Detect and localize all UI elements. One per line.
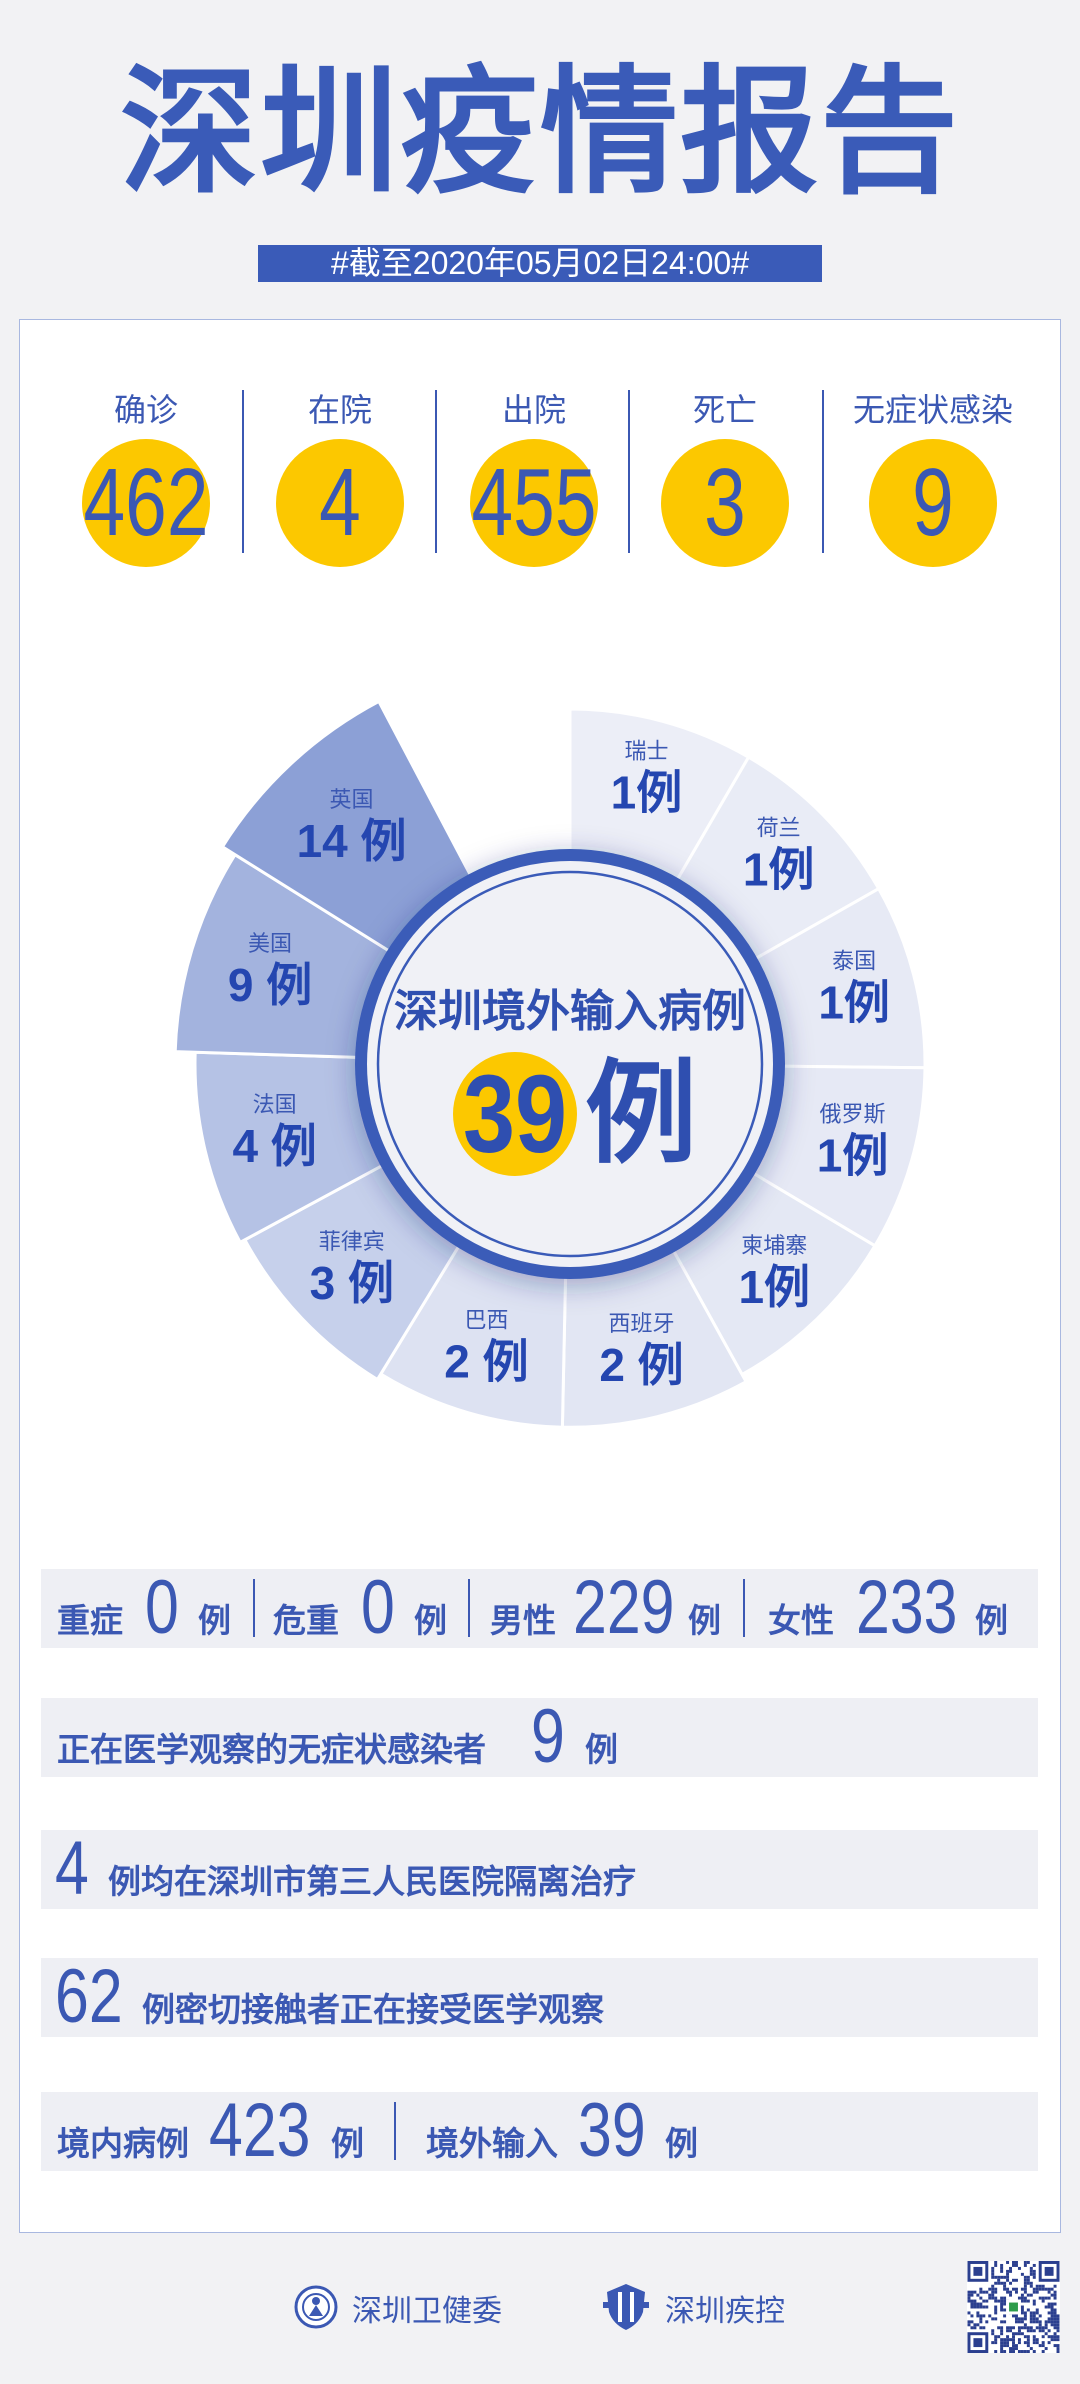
stat-value-asymptomatic: 9: [912, 449, 954, 556]
unit: 例: [198, 1602, 231, 1639]
female-value: 233: [856, 1565, 958, 1650]
stat-label-hospitalized: 在院: [307, 392, 372, 428]
segment-country-label: 瑞士: [624, 739, 668, 764]
date-banner: #截至2020年05月02日24:00#: [258, 245, 822, 282]
health-commission-logo-icon: [294, 2285, 338, 2329]
total-highlight-circle: [453, 1052, 577, 1176]
segment-country-label: 俄罗斯: [820, 1101, 886, 1126]
critical-label: 危重: [273, 1602, 339, 1639]
segment-value-label: 4 例: [232, 1120, 316, 1172]
asymptomatic-row: 正在医学观察的无症状感染者 9 例: [41, 1694, 1038, 1779]
stat-circle: [470, 439, 598, 567]
hospital-row: 4 例均在深圳市第三人民医院隔离治疗: [41, 1826, 1038, 1911]
stat-label-discharged: 出院: [501, 392, 566, 428]
chart-title: 深圳境外输入病例: [394, 987, 746, 1036]
center-disc: [367, 861, 773, 1267]
unit: 例: [975, 1602, 1008, 1639]
segment-country-label: 柬埔寨: [741, 1233, 807, 1258]
severe-label: 重症: [57, 1602, 123, 1639]
stat-circle: [276, 439, 404, 567]
center-inner-ring: [376, 870, 764, 1258]
imported-label: 境外输入: [426, 2125, 558, 2162]
segment-value-label: 1例: [817, 1129, 889, 1181]
close-contacts-text: 例密切接触者正在接受医学观察: [142, 1991, 604, 2028]
divider: [468, 1579, 470, 1637]
chart-total: 39: [463, 1053, 567, 1176]
segment-country-label: 英国: [330, 787, 374, 812]
asymptomatic-label: 正在医学观察的无症状感染者: [57, 1731, 486, 1768]
segment-country-label: 法国: [253, 1092, 297, 1117]
male-value: 229: [573, 1565, 675, 1650]
male-label: 男性: [490, 1602, 556, 1639]
page-title: 深圳疫情报告: [119, 56, 960, 210]
segment-value-label: 2 例: [599, 1339, 683, 1391]
segment-value-label: 3 例: [310, 1257, 394, 1309]
segment-country-label: 泰国: [832, 949, 876, 974]
local-label: 境内病例: [57, 2125, 189, 2162]
stat-label-deaths: 死亡: [692, 392, 757, 428]
segment-value-label: 1例: [743, 844, 815, 896]
local-value: 423: [209, 2088, 311, 2173]
segment-value-label: 1例: [818, 977, 890, 1029]
close-contacts-value: 62: [55, 1954, 123, 2039]
stat-value-hospitalized: 4: [319, 449, 361, 556]
stat-label-asymptomatic: 无症状感染: [852, 392, 1013, 428]
severe-value: 0: [145, 1565, 179, 1650]
footer-org-1: 深圳卫健委: [352, 2295, 502, 2328]
segment-country-label: 菲律宾: [319, 1229, 385, 1254]
unit: 例: [688, 1602, 721, 1639]
divider: [628, 390, 630, 553]
footer-org-2: 深圳疾控: [665, 2295, 785, 2328]
segment-country-label: 西班牙: [608, 1311, 674, 1336]
chart-total-unit: 例: [585, 1051, 697, 1176]
segment-value-label: 2 例: [444, 1336, 528, 1388]
stat-value-discharged: 455: [471, 449, 597, 556]
critical-value: 0: [361, 1565, 395, 1650]
hospital-text: 例均在深圳市第三人民医院隔离治疗: [108, 1863, 636, 1900]
unit: 例: [585, 1731, 618, 1768]
segment-country-label: 荷兰: [757, 816, 801, 841]
stat-circle: [661, 439, 789, 567]
divider: [394, 2102, 396, 2160]
divider: [253, 1579, 255, 1637]
stat-circle: [82, 439, 210, 567]
stat-value-deaths: 3: [704, 449, 746, 556]
hospital-value: 4: [55, 1826, 89, 1911]
segment-value-label: 9 例: [228, 959, 312, 1011]
local-imported-row: 境内病例 423 例 境外输入 39 例: [41, 2088, 1038, 2173]
imported-value: 39: [578, 2088, 646, 2173]
segment-country-label: 巴西: [464, 1308, 508, 1333]
stat-circle: [869, 439, 997, 567]
segment-value-label: 14 例: [297, 815, 407, 867]
stat-label-confirmed: 确诊: [113, 392, 178, 428]
stat-value-confirmed: 462: [83, 449, 209, 556]
divider: [743, 1579, 745, 1637]
divider: [435, 390, 437, 553]
asymptomatic-value: 9: [531, 1694, 565, 1779]
unit: 例: [414, 1602, 447, 1639]
unit: 例: [331, 2125, 364, 2162]
segment-value-label: 1例: [738, 1261, 810, 1313]
female-label: 女性: [768, 1602, 834, 1639]
severity-gender-row: 重症 0 例 危重 0 例 男性 229 例 女性 233 例: [41, 1565, 1038, 1650]
divider: [242, 390, 244, 553]
segment-value-label: 1例: [611, 767, 683, 819]
close-contacts-row: 62 例密切接触者正在接受医学观察: [41, 1954, 1038, 2039]
cdc-shield-logo-icon: [603, 2284, 649, 2330]
unit: 例: [665, 2125, 698, 2162]
segment-country-label: 美国: [248, 931, 292, 956]
divider: [822, 390, 824, 553]
qr-code-icon[interactable]: [967, 2261, 1060, 2353]
